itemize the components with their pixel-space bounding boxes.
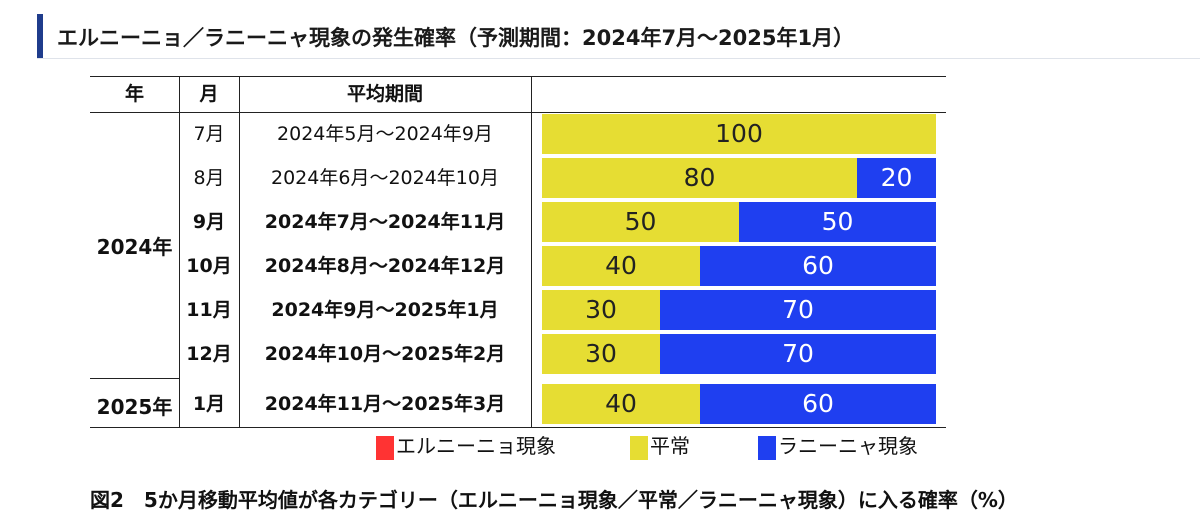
probability-bar: 40 60 — [542, 384, 936, 424]
title-bar: エルニーニョ／ラニーニャ現象の発生確率（予測期間：2024年7月〜2025年1月… — [37, 14, 1200, 59]
month-cell: 11月 — [186, 299, 232, 321]
bar-segment-normal: 40 — [542, 246, 700, 286]
month-cell: 7月 — [193, 123, 225, 145]
legend-la-nina: ラニーニャ現象 — [758, 433, 918, 460]
legend-el-nino: エルニーニョ現象 — [376, 433, 556, 460]
bar-segment-la-nina: 70 — [660, 334, 936, 374]
col-rule-3 — [531, 76, 532, 428]
year-label-2024: 2024年 — [96, 235, 173, 259]
year-label-2025: 2025年 — [96, 395, 173, 419]
period-cell: 2024年10月〜2025年2月 — [264, 343, 506, 365]
figure-caption: 図2 5か月移動平均値が各カテゴリー（エルニーニョ現象／平常／ラニーニャ現象）に… — [90, 488, 1018, 512]
la-nina-swatch — [758, 435, 776, 460]
bar-segment-normal: 30 — [542, 290, 660, 330]
bar-segment-normal: 80 — [542, 158, 857, 198]
probability-bar: 50 50 — [542, 202, 936, 242]
bar-segment-normal: 50 — [542, 202, 739, 242]
month-cell: 8月 — [193, 167, 225, 189]
period-cell: 2024年5月〜2024年9月 — [277, 123, 493, 145]
title-accent — [37, 14, 43, 58]
legend-normal-label: 平常 — [650, 434, 690, 458]
probability-table: 年 月 平均期間 2024年 2025年 — [90, 76, 946, 428]
probability-bar: 100 — [542, 114, 936, 154]
period-cell: 2024年6月〜2024年10月 — [271, 167, 499, 189]
bar-segment-normal: 40 — [542, 384, 700, 424]
month-cell: 9月 — [192, 211, 226, 233]
legend-la-nina-label: ラニーニャ現象 — [778, 434, 918, 458]
period-cell: 2024年11月〜2025年3月 — [264, 393, 506, 415]
legend-el-nino-label: エルニーニョ現象 — [396, 434, 556, 458]
el-nino-swatch — [376, 435, 394, 460]
probability-bar: 30 70 — [542, 334, 936, 374]
bar-segment-la-nina: 60 — [700, 246, 936, 286]
page-title: エルニーニョ／ラニーニャ現象の発生確率（予測期間：2024年7月〜2025年1月… — [57, 26, 855, 50]
probability-bar: 80 20 — [542, 158, 936, 198]
period-cell: 2024年8月〜2024年12月 — [264, 255, 506, 277]
bar-segment-normal: 30 — [542, 334, 660, 374]
period-cell: 2024年7月〜2024年11月 — [264, 211, 506, 233]
bar-segment-la-nina: 50 — [739, 202, 936, 242]
table-top-rule — [90, 76, 946, 77]
header-period: 平均期間 — [346, 83, 423, 105]
month-cell: 10月 — [186, 255, 232, 277]
normal-swatch — [630, 435, 648, 460]
probability-bar: 30 70 — [542, 290, 936, 330]
month-cell: 12月 — [186, 343, 232, 365]
col-rule-2 — [239, 76, 240, 428]
col-rule-1 — [179, 76, 180, 428]
bar-segment-la-nina: 70 — [660, 290, 936, 330]
table-header-rule — [90, 112, 946, 113]
header-year: 年 — [124, 83, 144, 105]
legend-normal: 平常 — [630, 433, 690, 460]
probability-bar: 40 60 — [542, 246, 936, 286]
year-divider-rule — [90, 378, 180, 379]
bar-segment-la-nina: 60 — [700, 384, 936, 424]
bar-segment-normal: 100 — [542, 114, 936, 154]
bar-segment-la-nina: 20 — [857, 158, 936, 198]
period-cell: 2024年9月〜2025年1月 — [271, 299, 499, 321]
month-cell: 1月 — [192, 393, 226, 415]
table-bottom-rule — [90, 427, 946, 428]
header-month: 月 — [199, 83, 219, 105]
